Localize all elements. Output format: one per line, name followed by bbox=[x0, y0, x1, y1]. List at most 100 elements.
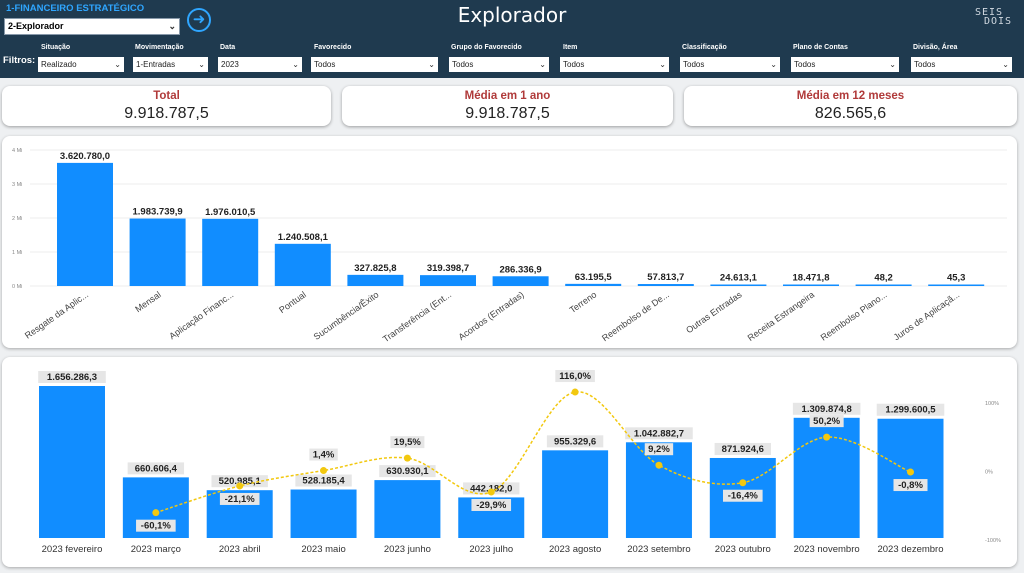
data-label-bg bbox=[876, 403, 945, 416]
bar bbox=[542, 450, 609, 538]
page-navigator-value: 2-Explorador bbox=[8, 21, 64, 31]
growth-label-bg bbox=[219, 492, 260, 505]
filter-plano-contas-select[interactable]: Todos ⌄ bbox=[791, 57, 899, 72]
growth-label-bg bbox=[893, 479, 928, 492]
growth-label-bg bbox=[555, 370, 595, 383]
growth-label: -60,1% bbox=[141, 521, 172, 532]
filter-classificacao-select[interactable]: Todos ⌄ bbox=[680, 57, 780, 72]
growth-point bbox=[571, 388, 579, 396]
filter-value: 1-Entradas bbox=[136, 60, 176, 69]
logo-text-bottom: DOIS bbox=[984, 16, 1013, 27]
data-label: 1.042.882,7 bbox=[634, 428, 684, 439]
filter-value: Todos bbox=[914, 60, 936, 69]
chevron-down-icon: ⌄ bbox=[198, 60, 205, 69]
x-tick-label: Mensal bbox=[133, 289, 163, 314]
data-label: 1.309.874,8 bbox=[802, 404, 852, 415]
growth-label: -0,8% bbox=[898, 480, 923, 491]
filter-movimentacao-select[interactable]: 1-Entradas ⌄ bbox=[133, 57, 208, 72]
chevron-down-icon: ⌄ bbox=[168, 21, 176, 31]
page-navigator-select[interactable]: 2-Explorador ⌄ bbox=[4, 18, 180, 35]
bar bbox=[347, 274, 404, 286]
y-tick-label: 1 Mi bbox=[12, 250, 22, 256]
growth-point bbox=[823, 433, 831, 441]
filter-label-situacao: Situação bbox=[41, 44, 71, 51]
growth-point bbox=[403, 454, 411, 462]
filter-divisao-area-select[interactable]: Todos ⌄ bbox=[911, 57, 1012, 72]
data-label: 57.813,7 bbox=[647, 272, 684, 283]
chevron-down-icon: ⌄ bbox=[114, 60, 121, 69]
data-label: 871.924,6 bbox=[722, 444, 764, 455]
x-tick-label: Transferência (Ent... bbox=[381, 289, 453, 344]
growth-label: -29,9% bbox=[476, 500, 507, 511]
data-label-bg bbox=[295, 474, 352, 487]
kpi-card-total: Total 9.918.787,5 bbox=[2, 86, 331, 126]
page-title: Explorador bbox=[457, 3, 567, 27]
chevron-down-icon: ⌄ bbox=[770, 60, 777, 69]
filter-favorecido-select[interactable]: Todos ⌄ bbox=[311, 57, 438, 72]
growth-label: 1,4% bbox=[313, 450, 335, 461]
category-chart-panel: 0 Mi 1 Mi 2 Mi 3 Mi 4 Mi 3.620.780,0 Resgate d… bbox=[2, 136, 1017, 348]
data-label: 45,3 bbox=[947, 273, 966, 284]
monthly-chart-panel: 100% 0% -100% 1.656.286,3 2023 fevereiro 660.… bbox=[2, 357, 1017, 567]
filter-grupo-favorecido-select[interactable]: Todos ⌄ bbox=[449, 57, 549, 72]
bar bbox=[928, 284, 985, 286]
chevron-down-icon: ⌄ bbox=[1002, 60, 1009, 69]
data-label: 1.656.286,3 bbox=[47, 372, 97, 383]
y-tick-label: 4 Mi bbox=[12, 148, 22, 154]
bar bbox=[637, 284, 694, 286]
x-tick-label: Receita Estrangeira bbox=[746, 289, 816, 343]
x-tick-label: 2023 maio bbox=[301, 544, 345, 555]
filter-value: 2023 bbox=[221, 60, 239, 69]
data-label: 1.240.508,1 bbox=[278, 232, 329, 243]
growth-label-bg bbox=[723, 489, 763, 502]
growth-label: 19,5% bbox=[394, 437, 421, 448]
growth-point bbox=[487, 488, 495, 496]
growth-label: -16,4% bbox=[728, 491, 759, 502]
bar bbox=[420, 275, 476, 286]
data-label: 1.983.739,9 bbox=[133, 207, 183, 218]
filter-data-select[interactable]: 2023 ⌄ bbox=[218, 57, 302, 72]
x-tick-label: 2023 novembro bbox=[794, 544, 860, 555]
bar bbox=[565, 283, 622, 286]
kpi-card-media-12-meses: Média em 12 meses 826.565,6 bbox=[684, 86, 1017, 126]
growth-point bbox=[152, 509, 160, 517]
bar bbox=[274, 243, 331, 286]
data-label: 48,2 bbox=[874, 273, 893, 284]
y-tick-label: 3 Mi bbox=[12, 182, 22, 188]
x-tick-label: Acordos (Entradas) bbox=[456, 289, 525, 342]
x-tick-label: 2023 março bbox=[131, 544, 181, 555]
filter-situacao-select[interactable]: Realizado ⌄ bbox=[38, 57, 124, 72]
data-label-bg bbox=[625, 427, 693, 440]
growth-label-bg bbox=[644, 443, 674, 456]
filter-label-divisao-area: Divisão, Área bbox=[913, 44, 958, 51]
data-label: 327.825,8 bbox=[354, 263, 396, 274]
data-label: 24.613,1 bbox=[720, 273, 758, 284]
bar bbox=[710, 284, 767, 286]
growth-label: 9,2% bbox=[648, 444, 670, 455]
x-tick-label: Sucumbência/Êxito bbox=[312, 289, 381, 341]
x-tick-label: Pontual bbox=[277, 289, 308, 315]
data-label: 1.976.010,5 bbox=[205, 207, 256, 218]
chevron-down-icon: ⌄ bbox=[539, 60, 546, 69]
filter-value: Todos bbox=[563, 60, 585, 69]
x-tick-label: Reembolso de De... bbox=[600, 289, 671, 343]
filter-value: Todos bbox=[314, 60, 336, 69]
navigate-button[interactable]: ➜ bbox=[187, 8, 211, 32]
growth-label-bg bbox=[136, 519, 176, 532]
logo-text-top: SEIS bbox=[975, 7, 1004, 18]
chevron-down-icon: ⌄ bbox=[659, 60, 666, 69]
growth-label-bg bbox=[809, 415, 844, 428]
data-label: 18.471,8 bbox=[793, 273, 830, 284]
filter-label-data: Data bbox=[220, 44, 236, 51]
filter-item-select[interactable]: Todos ⌄ bbox=[560, 57, 669, 72]
kpi-value: 9.918.787,5 bbox=[465, 105, 550, 122]
filter-label-item: Item bbox=[563, 44, 578, 51]
bar bbox=[202, 218, 259, 286]
growth-label: 50,2% bbox=[813, 416, 840, 427]
bar bbox=[492, 276, 549, 286]
y2-tick-label: 0% bbox=[985, 470, 993, 476]
data-label: 955.329,6 bbox=[554, 436, 596, 447]
data-label-bg bbox=[792, 402, 861, 415]
chevron-down-icon: ⌄ bbox=[292, 60, 299, 69]
bar bbox=[374, 480, 441, 538]
